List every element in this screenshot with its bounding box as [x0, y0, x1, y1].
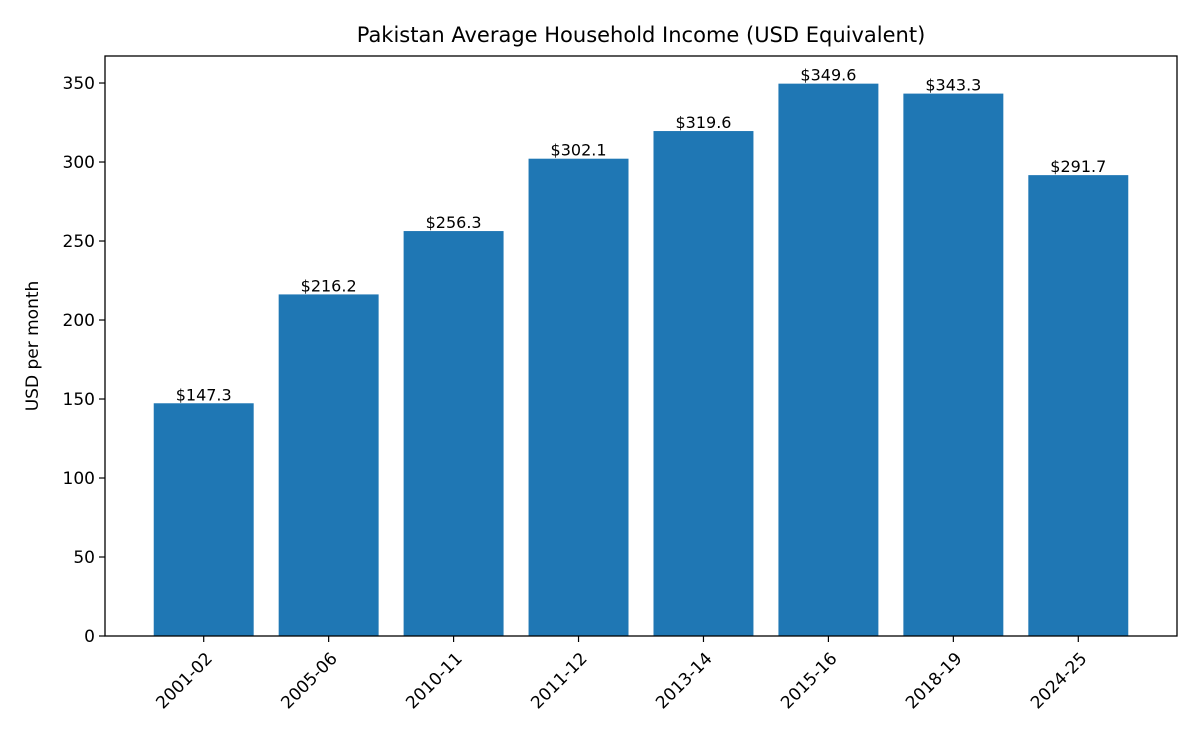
bar-2015-16 [778, 83, 879, 636]
y-tick-label: 250 [63, 232, 95, 252]
y-tick-label: 100 [63, 469, 95, 489]
bar-2005-06 [278, 294, 379, 636]
y-tick-label: 150 [63, 390, 95, 410]
y-tick-label: 350 [63, 74, 95, 94]
bar-2024-25 [1028, 175, 1129, 636]
bar-2018-19 [903, 93, 1004, 636]
x-tick-label: 2015-16 [777, 649, 841, 713]
x-tick-label: 2010-11 [402, 649, 466, 713]
y-tick-label: 50 [73, 548, 95, 568]
y-tick-label: 0 [84, 627, 95, 647]
bar-2010-11 [403, 231, 504, 636]
y-axis-label: USD per month [23, 281, 43, 412]
data-label: $349.6 [800, 66, 856, 85]
data-label: $256.3 [426, 213, 482, 232]
x-tick-label: 2013-14 [652, 649, 716, 713]
y-tick-label: 300 [63, 153, 95, 173]
data-label: $302.1 [551, 141, 607, 160]
x-tick-label: 2018-19 [902, 649, 966, 713]
bar-2013-14 [653, 131, 754, 636]
data-label: $319.6 [675, 113, 731, 132]
bar-2011-12 [528, 158, 629, 636]
data-label: $343.3 [925, 76, 981, 95]
x-tick-label: 2011-12 [527, 649, 591, 713]
x-tick-label: 2001-02 [152, 649, 216, 713]
data-label: $147.3 [176, 385, 232, 404]
x-tick-label: 2024-25 [1027, 649, 1091, 713]
data-label: $216.2 [301, 276, 357, 295]
data-label: $291.7 [1050, 157, 1106, 176]
x-tick-label: 2005-06 [277, 649, 341, 713]
plot-frame [104, 55, 1178, 637]
y-tick-label: 200 [63, 311, 95, 331]
chart-title: Pakistan Average Household Income (USD E… [357, 23, 926, 47]
bar-2001-02 [153, 403, 254, 636]
